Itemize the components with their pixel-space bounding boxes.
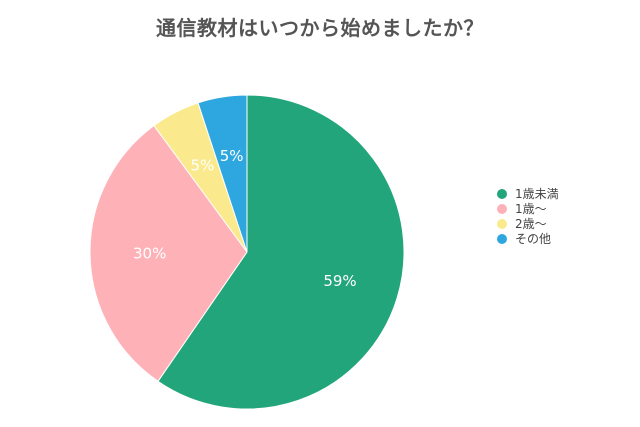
legend-item-0: 1歳未満 — [497, 186, 627, 201]
legend-label-3: その他 — [515, 232, 552, 246]
legend: 1歳未満 1歳〜 2歳〜 その他 — [497, 186, 627, 246]
chart-title: 通信教材はいつから始めましたか？ — [156, 16, 484, 40]
pie-label-0: 59% — [323, 272, 356, 290]
pie-label-2: 5% — [191, 157, 215, 175]
legend-item-2: 2歳〜 — [497, 216, 627, 231]
legend-swatch-0 — [497, 188, 507, 199]
legend-swatch-3 — [497, 233, 507, 244]
legend-item-3: その他 — [497, 231, 627, 246]
pie-label-1: 30% — [133, 245, 166, 263]
legend-swatch-2 — [497, 218, 507, 229]
legend-label-0: 1歳未満 — [515, 187, 559, 201]
legend-item-1: 1歳〜 — [497, 201, 627, 216]
pie-slice-3 — [197, 94, 248, 253]
legend-label-2: 2歳〜 — [515, 217, 547, 231]
pie-label-3: 5% — [220, 147, 244, 165]
pie-slice-0 — [157, 94, 405, 410]
legend-label-1: 1歳〜 — [515, 202, 547, 216]
pie-slice-1 — [89, 124, 248, 383]
legend-swatch-1 — [497, 203, 507, 214]
